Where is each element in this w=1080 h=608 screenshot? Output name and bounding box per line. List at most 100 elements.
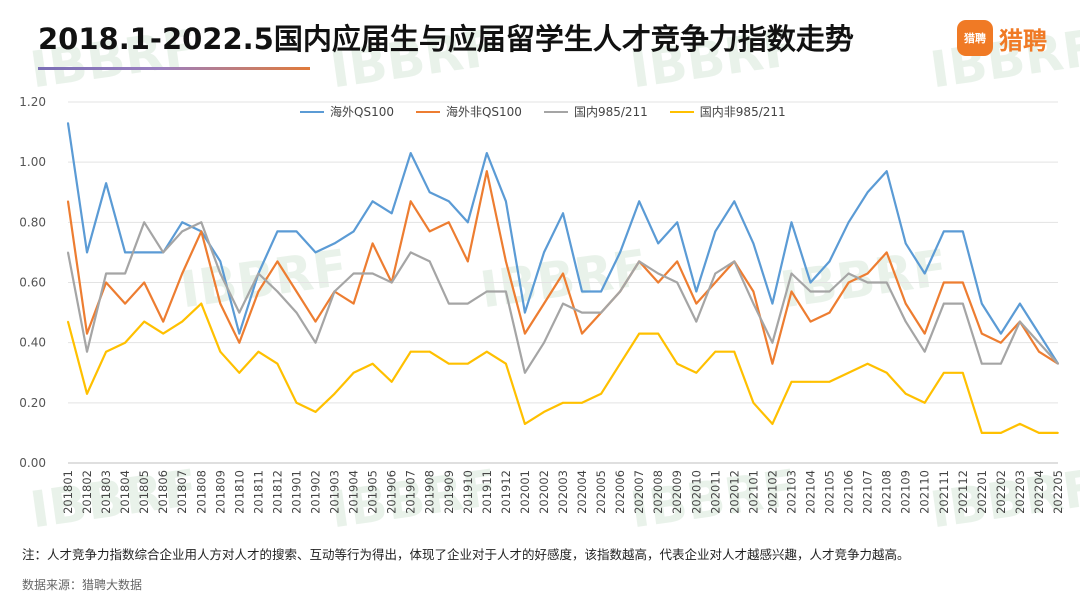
x-tick-label: 202004 <box>575 470 589 514</box>
data-point <box>219 260 222 263</box>
x-tick-label: 201808 <box>194 470 208 514</box>
data-point <box>485 350 488 353</box>
data-point <box>999 432 1002 434</box>
data-point <box>200 221 203 224</box>
data-point <box>942 302 945 305</box>
x-tick-label: 202203 <box>1013 470 1027 514</box>
data-point <box>409 350 412 353</box>
x-tick-label: 201912 <box>499 470 513 514</box>
data-point <box>885 251 888 254</box>
data-point <box>181 272 184 275</box>
data-point <box>504 362 507 365</box>
data-point <box>600 392 602 395</box>
data-point <box>124 341 127 344</box>
data-point <box>923 332 926 335</box>
data-point <box>866 191 869 194</box>
data-point <box>219 302 222 305</box>
data-point <box>961 230 964 233</box>
data-point <box>504 200 507 203</box>
data-point <box>676 221 679 224</box>
data-point <box>752 242 755 245</box>
x-tick-label: 202109 <box>899 470 913 514</box>
data-point <box>733 350 736 353</box>
data-point <box>790 380 793 383</box>
data-point <box>257 272 260 275</box>
data-point <box>961 371 964 374</box>
data-point <box>543 302 545 305</box>
data-point <box>314 341 317 344</box>
data-point <box>980 362 983 365</box>
data-point <box>752 290 755 293</box>
data-point <box>1019 302 1021 305</box>
data-point <box>238 311 241 314</box>
data-point <box>885 170 888 173</box>
data-point <box>657 281 660 284</box>
x-tick-label: 202011 <box>708 470 722 514</box>
x-tick-label: 202002 <box>537 470 551 514</box>
data-point <box>124 302 127 305</box>
data-point <box>181 221 184 224</box>
data-point <box>942 230 945 233</box>
x-tick-label: 201909 <box>442 470 456 514</box>
data-point <box>485 170 488 173</box>
data-point <box>485 152 488 155</box>
y-tick-label: 0.80 <box>19 215 46 229</box>
data-point <box>276 260 279 263</box>
data-point <box>1019 422 1021 425</box>
x-tick-label: 202103 <box>784 470 798 514</box>
data-source: 数据来源：猎聘大数据 <box>22 578 143 592</box>
data-point <box>714 272 717 275</box>
x-tick-label: 201803 <box>99 470 113 514</box>
data-point <box>162 332 165 335</box>
data-point <box>543 410 545 413</box>
data-point <box>257 290 260 293</box>
x-tick-label: 202010 <box>689 470 703 514</box>
data-point <box>904 302 907 305</box>
x-tick-label: 202101 <box>746 470 760 514</box>
data-point <box>124 251 127 254</box>
data-point <box>733 200 736 203</box>
data-point <box>1038 432 1040 434</box>
data-point <box>162 251 165 254</box>
data-point <box>428 230 431 233</box>
data-point <box>238 332 241 335</box>
data-point <box>676 260 679 263</box>
data-point <box>828 311 831 314</box>
data-point <box>1038 341 1040 344</box>
data-point <box>352 302 355 305</box>
data-point <box>200 302 203 305</box>
x-tick-label: 202005 <box>594 470 608 514</box>
x-tick-label: 202009 <box>670 470 684 514</box>
x-tick-label: 202111 <box>937 470 951 514</box>
data-point <box>504 260 507 263</box>
data-point <box>657 272 660 275</box>
data-point <box>619 362 622 365</box>
legend-label: 国内985/211 <box>573 105 648 119</box>
x-tick-label: 202007 <box>632 470 646 514</box>
x-tick-label: 201907 <box>404 470 418 514</box>
data-point <box>466 362 469 365</box>
data-point <box>904 392 907 395</box>
data-point <box>923 350 926 353</box>
x-tick-label: 202112 <box>956 470 970 514</box>
data-point <box>447 302 450 305</box>
x-tick-label: 201905 <box>366 470 380 514</box>
x-tick-label: 202201 <box>975 470 989 514</box>
data-point <box>371 362 374 365</box>
data-point <box>999 332 1002 335</box>
data-point <box>562 212 564 215</box>
x-tick-label: 202001 <box>518 470 532 514</box>
data-point <box>1057 432 1059 434</box>
data-point <box>86 251 88 254</box>
legend-label: 海外QS100 <box>330 105 394 119</box>
data-point <box>143 221 146 224</box>
data-point <box>447 221 450 224</box>
data-point <box>714 350 717 353</box>
series-line <box>66 170 1059 365</box>
legend-swatch <box>543 110 568 113</box>
data-point <box>676 362 679 365</box>
x-tick-label: 202006 <box>613 470 627 514</box>
data-point <box>562 272 564 275</box>
data-point <box>295 311 298 314</box>
data-point <box>866 272 869 275</box>
